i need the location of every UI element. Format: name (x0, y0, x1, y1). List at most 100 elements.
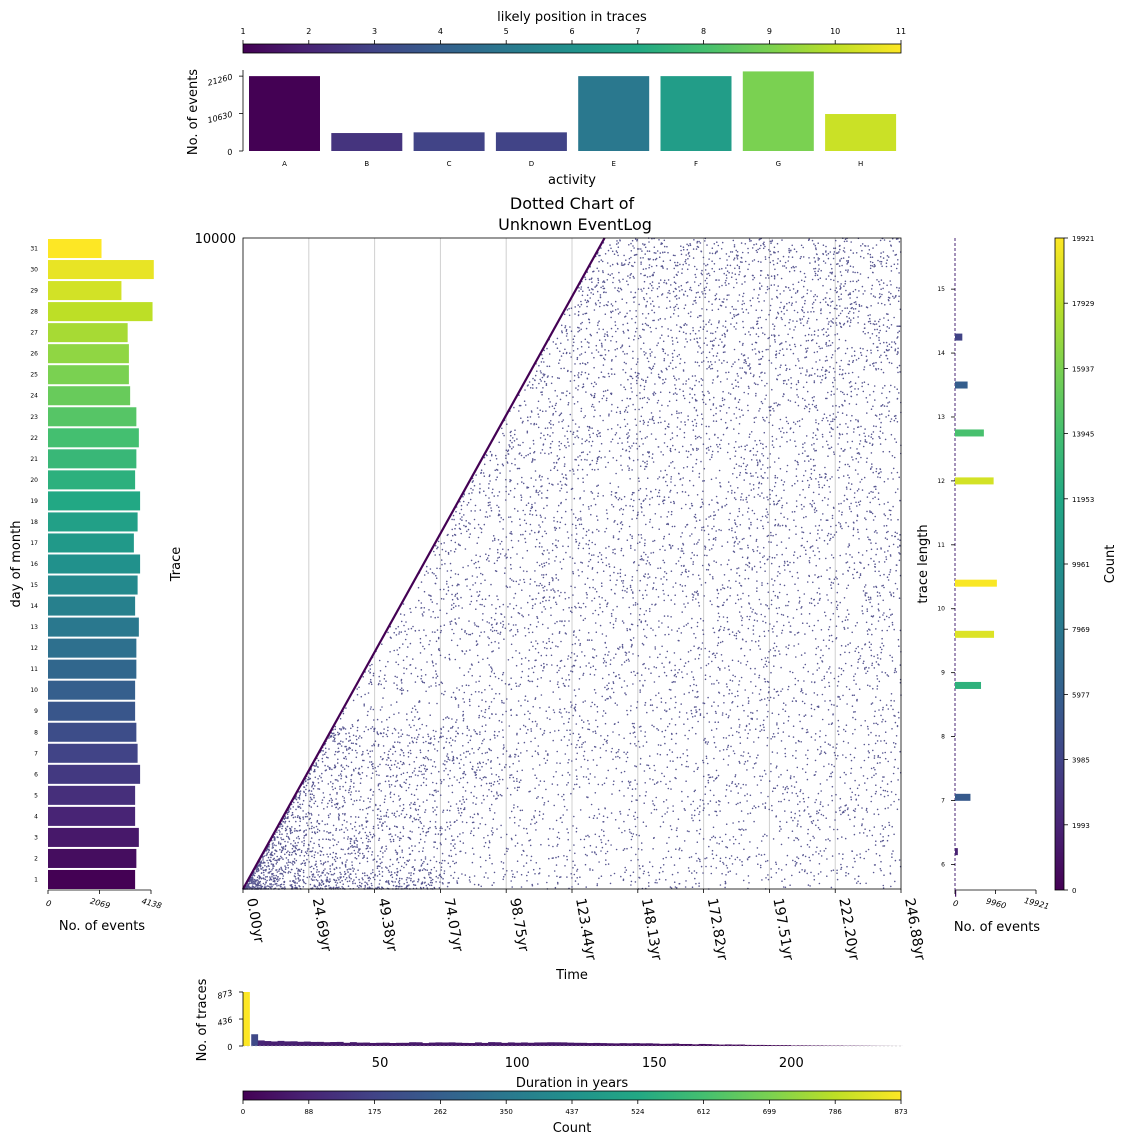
dotted-chart-xtick-label: 24.69yr (309, 897, 334, 953)
trace-length-ytick-label: 9 (941, 670, 945, 677)
day-of-month-tick-label: 27 (30, 330, 38, 337)
day-of-month-tick-label: 5 (34, 792, 38, 799)
trace-length-bar (955, 681, 982, 689)
activity-colorbar-tick-label: 9 (767, 27, 772, 36)
trace-length-ytick-label: 12 (937, 478, 945, 485)
duration-bar (415, 1042, 423, 1046)
count-colorbar-bottom-tick-label: 524 (631, 1108, 645, 1116)
day-of-month-bar (48, 449, 137, 469)
duration-bar (507, 1042, 515, 1046)
day-of-month-bar (48, 365, 129, 385)
day-of-month-xlabel: No. of events (59, 919, 145, 934)
day-of-month-bar (48, 323, 128, 343)
duration-bar (672, 1043, 680, 1046)
count-colorbar-bottom-tick-label: 350 (500, 1108, 513, 1116)
duration-ytick-label: 0 (226, 1042, 233, 1052)
duration-bar (692, 1044, 699, 1046)
count-colorbar-right-tick-label: 17929 (1072, 300, 1094, 308)
day-of-month-xtick-label: 0 (45, 899, 52, 909)
duration-bar (784, 1045, 792, 1046)
duration-bar (494, 1042, 502, 1046)
duration-bar (363, 1042, 370, 1046)
day-of-month-tick-label: 15 (30, 582, 38, 589)
activity-tick-label: B (364, 160, 369, 168)
activity-colorbar-tick-label: 3 (372, 27, 377, 36)
day-of-month-bar (48, 260, 154, 280)
trace-length-ytick-label: 10 (937, 606, 945, 613)
activity-ytick-label: 21260 (207, 72, 234, 87)
day-of-month-tick-label: 30 (30, 267, 38, 274)
duration-bar (711, 1044, 719, 1046)
duration-histogram: No. of traces 0 436 873 50 100 150 200 Durati… (195, 978, 903, 1091)
count-colorbar-bottom-tick-label: 88 (304, 1108, 313, 1116)
trace-length-bar (955, 381, 968, 389)
trace-length-bar (955, 793, 971, 801)
duration-bar (435, 1042, 443, 1046)
day-of-month-tick-label: 26 (30, 351, 38, 358)
day-of-month-bar (48, 239, 102, 259)
day-of-month-bar (48, 848, 137, 868)
duration-bar (468, 1043, 476, 1046)
dotted-chart-xtick-label: 74.07yr (440, 897, 465, 953)
duration-bar (257, 1040, 265, 1046)
trace-length-chart: trace length 6 7 8 9 10 11 12 13 14 15 0 9960 19921… (916, 238, 1050, 935)
dotted-chart-points (242, 237, 902, 890)
duration-bar (580, 1042, 588, 1046)
count-colorbar-right-tick-label: 15937 (1072, 365, 1094, 373)
duration-bar (442, 1042, 449, 1046)
count-colorbar-right-tick-label: 5977 (1072, 691, 1090, 699)
day-of-month-tick-label: 24 (30, 393, 38, 400)
count-colorbar-right-tick-label: 9961 (1072, 561, 1090, 569)
duration-bar (573, 1042, 581, 1046)
duration-bar (501, 1042, 509, 1046)
dotted-chart-xtick-label: 197.51yr (769, 897, 796, 962)
dotted-chart-xtick-label: 148.13yr (638, 897, 665, 962)
count-colorbar-right-tick-label: 0 (1072, 887, 1076, 895)
activity-bar (495, 132, 567, 151)
activity-tick-label: G (776, 160, 781, 168)
duration-bar (810, 1045, 818, 1046)
count-colorbar-right-tick-label: 1993 (1072, 822, 1090, 830)
day-of-month-bar (48, 512, 138, 532)
trace-length-ytick-label: 6 (941, 861, 945, 868)
duration-bar (323, 1042, 331, 1046)
count-colorbar-right-tick-label: 3985 (1072, 757, 1090, 765)
activity-ytick-label: 0 (226, 147, 233, 157)
count-colorbar-bottom-tick-label: 262 (434, 1108, 447, 1116)
day-of-month-tick-label: 7 (34, 750, 38, 757)
duration-bar (514, 1042, 522, 1046)
duration-bar (731, 1044, 739, 1046)
duration-bar (330, 1042, 338, 1046)
activity-colorbar-tick-label: 5 (504, 27, 509, 36)
duration-bar (619, 1043, 627, 1046)
count-colorbar-bottom-tick-label: 873 (894, 1108, 907, 1116)
day-of-month-tick-label: 6 (34, 771, 38, 778)
trace-length-xtick-label: 9960 (985, 897, 1007, 911)
day-of-month-ylabel: day of month (9, 521, 24, 608)
duration-ylabel: No. of traces (195, 978, 210, 1061)
duration-bar (678, 1043, 686, 1046)
count-colorbar-right-tick-label: 11953 (1072, 496, 1094, 504)
day-of-month-bar (48, 806, 136, 826)
activity-colorbar-tick-label: 6 (569, 27, 574, 36)
duration-bar (586, 1043, 594, 1046)
duration-bar (310, 1041, 318, 1046)
trace-length-ytick-label: 14 (937, 350, 945, 357)
activity-ylabel: No. of events (186, 69, 201, 155)
duration-bar (521, 1042, 528, 1046)
day-of-month-bar (48, 617, 139, 637)
activity-colorbar-tick-label: 4 (438, 27, 443, 36)
duration-bar (659, 1043, 667, 1046)
activity-bar (413, 132, 485, 151)
duration-bar (369, 1042, 377, 1046)
day-of-month-tick-label: 11 (30, 666, 38, 673)
day-of-month-tick-label: 16 (30, 561, 38, 568)
activity-colorbar-tick-label: 11 (896, 27, 906, 36)
day-of-month-tick-label: 18 (30, 519, 38, 526)
trace-length-ytick-label: 11 (937, 542, 945, 549)
day-of-month-bar (48, 386, 131, 406)
duration-bar (744, 1044, 752, 1046)
day-of-month-bar (48, 722, 137, 742)
count-colorbar-right: 0 1993 3985 5977 7969 9961 11953 13945 15937 1792… (1054, 235, 1118, 895)
dotted-chart-ylabel: Trace (169, 547, 184, 583)
